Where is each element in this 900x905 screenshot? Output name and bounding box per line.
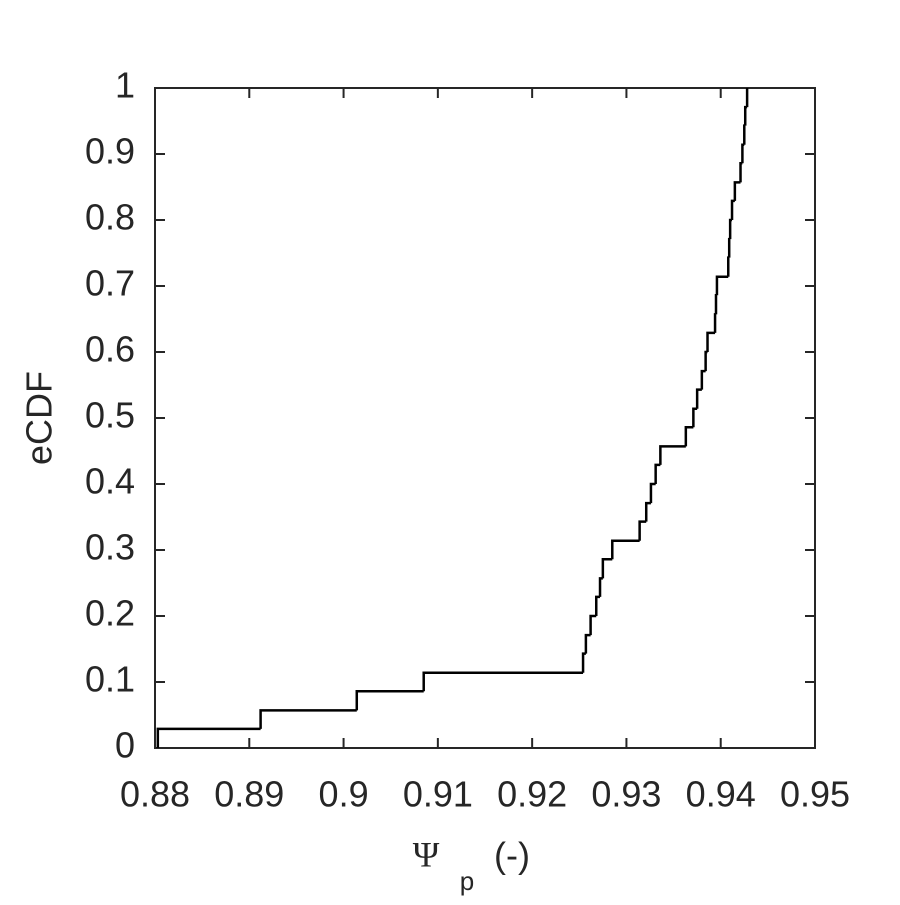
- step: [743, 124, 746, 145]
- step: [601, 557, 613, 579]
- step: [156, 727, 261, 748]
- x-tick-label: 0.91: [403, 774, 473, 815]
- y-tick-label: 0.3: [85, 527, 135, 568]
- step: [589, 614, 597, 636]
- step: [259, 709, 357, 729]
- step: [733, 181, 741, 201]
- step: [355, 689, 424, 711]
- step: [581, 652, 586, 673]
- step: [584, 633, 591, 654]
- step: [714, 293, 718, 315]
- step: [684, 425, 694, 447]
- step: [422, 671, 584, 692]
- x-tick-label: 0.92: [497, 774, 567, 815]
- step: [730, 199, 735, 220]
- step: [739, 161, 743, 183]
- x-axis-unit: (-): [494, 835, 530, 876]
- step: [727, 237, 731, 258]
- y-tick-label: 0.5: [85, 395, 135, 436]
- y-tick-label: 0.8: [85, 197, 135, 238]
- y-tick-label: 0.1: [85, 659, 135, 700]
- step: [727, 256, 730, 277]
- step: [644, 501, 651, 522]
- y-tick-label: 0.6: [85, 329, 135, 370]
- x-tick-label: 0.89: [214, 774, 284, 815]
- step: [595, 595, 601, 616]
- step: [743, 105, 748, 126]
- x-axis-subscript: p: [460, 866, 474, 896]
- step: [700, 369, 706, 390]
- x-tick-label: 0.94: [686, 774, 756, 815]
- step: [695, 388, 702, 409]
- step: [654, 463, 661, 484]
- y-tick-label: 0.4: [85, 461, 135, 502]
- y-tick-label: 0.7: [85, 263, 135, 304]
- step: [598, 577, 603, 597]
- x-tick-label: 0.88: [120, 774, 190, 815]
- step: [659, 445, 686, 465]
- x-tick-label: 0.9: [319, 774, 369, 815]
- step: [728, 218, 733, 240]
- x-axis-symbol: Ψ: [413, 834, 440, 874]
- step: [692, 407, 698, 428]
- y-tick-label: 1: [115, 65, 135, 106]
- y-tick-label: 0.9: [85, 131, 135, 172]
- step: [611, 539, 640, 560]
- step: [713, 313, 717, 333]
- step: [715, 275, 729, 296]
- x-tick-label: 0.95: [780, 774, 850, 815]
- y-tick-label: 0.2: [85, 593, 135, 634]
- step: [704, 350, 708, 372]
- y-axis-label: eCDF: [19, 371, 60, 465]
- y-tick-label: 0: [115, 725, 135, 766]
- step: [706, 331, 716, 352]
- step: [649, 482, 656, 504]
- x-tick-label: 0.93: [591, 774, 661, 815]
- step: [638, 520, 647, 541]
- plot-frame: [154, 87, 816, 749]
- step: [741, 143, 745, 164]
